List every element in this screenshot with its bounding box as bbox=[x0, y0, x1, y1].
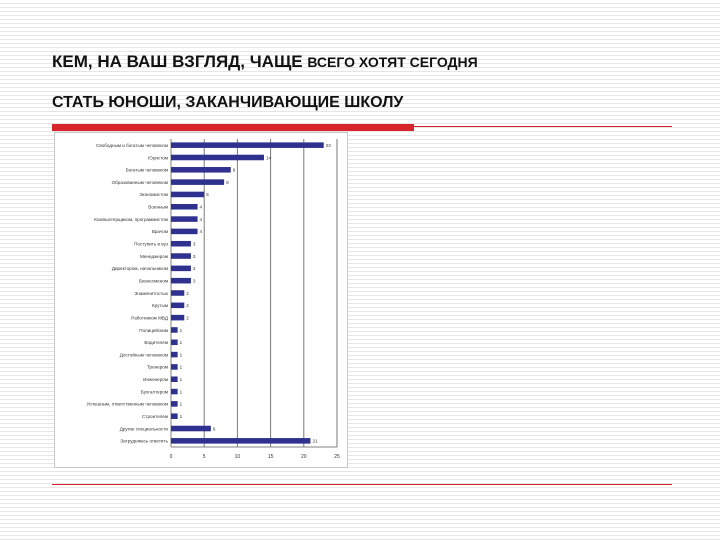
bar bbox=[171, 425, 211, 432]
slide-title-part-1: КЕМ, НА ВАШ ВЗГЛЯД, ЧАЩЕ bbox=[52, 52, 303, 71]
bar bbox=[171, 191, 205, 198]
category-label: Полицейским bbox=[139, 327, 168, 333]
data-label: 6 bbox=[213, 426, 216, 431]
data-label: 1 bbox=[180, 328, 183, 333]
bar bbox=[171, 277, 191, 284]
category-label: Директором, начальником bbox=[112, 266, 168, 271]
category-label: Успешным, ответственным человеком bbox=[86, 402, 168, 407]
bar bbox=[171, 216, 198, 222]
red-accent-bar bbox=[52, 124, 414, 131]
bar bbox=[171, 376, 178, 383]
bar bbox=[171, 438, 311, 444]
data-label: 3 bbox=[193, 278, 196, 283]
category-label: Свободным и богатым человеком bbox=[96, 143, 168, 148]
category-label: Военным bbox=[148, 205, 168, 210]
category-label: Строителем bbox=[142, 414, 168, 419]
data-label: 4 bbox=[200, 229, 203, 234]
bar bbox=[171, 228, 198, 235]
bottom-divider-line bbox=[52, 484, 672, 485]
data-label: 5 bbox=[206, 192, 209, 197]
bar bbox=[171, 265, 191, 272]
data-label: 23 bbox=[326, 143, 332, 148]
data-label: 2 bbox=[186, 291, 189, 296]
x-tick-label: 15 bbox=[268, 454, 274, 460]
bar bbox=[171, 253, 191, 259]
category-label: Врачом bbox=[152, 229, 168, 234]
category-label: Компьютерщиком, программистом bbox=[94, 217, 168, 222]
x-tick-label: 5 bbox=[203, 454, 206, 460]
data-label: 3 bbox=[193, 254, 196, 259]
data-label: 4 bbox=[200, 217, 203, 222]
data-label: 21 bbox=[312, 439, 318, 444]
data-label: 9 bbox=[233, 168, 236, 173]
bar bbox=[171, 413, 178, 419]
category-label: Экономистом bbox=[139, 192, 168, 197]
category-label: Работником МВД bbox=[131, 315, 169, 320]
category-label: Менеджером bbox=[140, 254, 168, 259]
category-label: Богатым человеком bbox=[126, 168, 168, 173]
bar bbox=[171, 327, 178, 333]
data-label: 2 bbox=[186, 303, 189, 308]
slide-title-line-2: СТАТЬ ЮНОШИ, ЗАКАНЧИВАЮЩИЕ ШКОЛУ bbox=[52, 94, 404, 111]
bar bbox=[171, 401, 178, 407]
top-divider-line bbox=[414, 126, 672, 127]
category-label: Бухгалтером bbox=[141, 389, 168, 394]
bar bbox=[171, 290, 185, 296]
bar bbox=[171, 154, 264, 161]
category-label: Инженером bbox=[143, 377, 168, 382]
bar bbox=[171, 339, 178, 346]
category-label: Образованным человеком bbox=[112, 180, 168, 185]
category-label: Знаменитостью bbox=[134, 291, 168, 296]
data-label: 1 bbox=[180, 365, 183, 370]
category-label: Тренером bbox=[147, 365, 168, 370]
data-label: 1 bbox=[180, 402, 183, 407]
bar bbox=[171, 314, 185, 321]
bar bbox=[171, 240, 191, 247]
bar bbox=[171, 167, 231, 173]
data-label: 1 bbox=[180, 377, 183, 382]
slide-title-part-2: ВСЕГО ХОТЯТ СЕГОДНЯ bbox=[307, 54, 478, 70]
x-tick-label: 20 bbox=[301, 454, 307, 460]
data-label: 1 bbox=[180, 352, 183, 357]
x-tick-label: 0 bbox=[170, 454, 173, 460]
data-label: 3 bbox=[193, 242, 196, 247]
category-label: Достойным человеком bbox=[120, 351, 168, 357]
x-tick-label: 10 bbox=[235, 454, 241, 460]
data-label: 4 bbox=[200, 205, 203, 210]
category-label: Поступить в вуз bbox=[134, 242, 168, 247]
bar bbox=[171, 351, 178, 358]
data-label: 1 bbox=[180, 389, 183, 394]
data-label: 8 bbox=[226, 180, 229, 185]
category-label: Бизнесменом bbox=[139, 278, 168, 283]
data-label: 1 bbox=[180, 414, 183, 419]
data-label: 3 bbox=[193, 266, 196, 271]
bar bbox=[171, 364, 178, 370]
slide-title-line-1: КЕМ, НА ВАШ ВЗГЛЯД, ЧАЩЕ ВСЕГО ХОТЯТ СЕГ… bbox=[52, 52, 478, 72]
bar bbox=[171, 142, 324, 148]
bar bbox=[171, 388, 178, 395]
bar bbox=[171, 179, 225, 185]
bar bbox=[171, 203, 198, 210]
category-label: Другие специальности bbox=[120, 426, 169, 431]
bar bbox=[171, 302, 185, 309]
category-label: Водителем bbox=[144, 340, 168, 345]
category-label: Затрудняюсь ответить bbox=[120, 439, 168, 444]
category-label: Юристом bbox=[148, 155, 168, 160]
data-label: 1 bbox=[180, 340, 183, 345]
x-tick-label: 25 bbox=[334, 454, 340, 460]
data-label: 14 bbox=[266, 155, 272, 160]
category-label: Крутым bbox=[152, 303, 168, 308]
chart-frame: 0 5 10 15 20 25 Свободным и богатым человеком 2… bbox=[54, 132, 348, 468]
data-label: 2 bbox=[186, 315, 189, 320]
